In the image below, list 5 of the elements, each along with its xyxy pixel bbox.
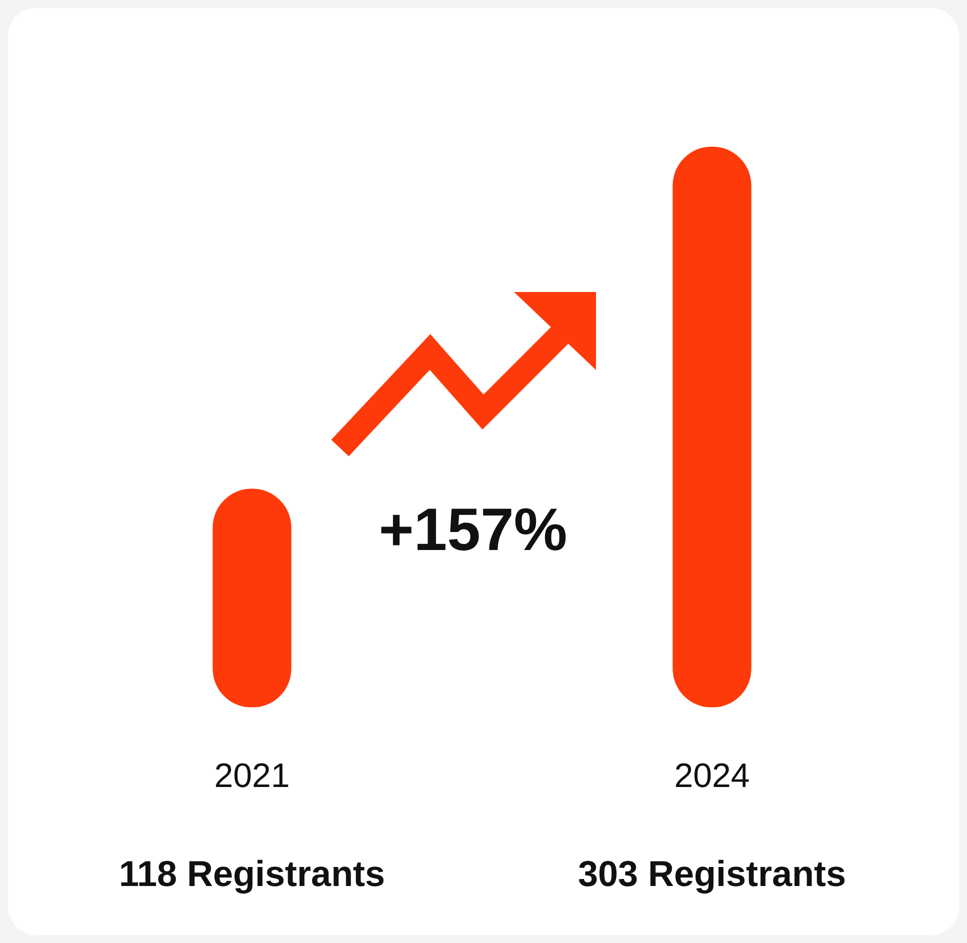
x-tick-label: 2021 xyxy=(214,756,290,795)
x-tick-label: 2024 xyxy=(674,756,750,795)
annotation: +157% xyxy=(378,495,568,564)
data-label: 118 Registrants xyxy=(118,852,386,894)
data-label: 303 Registrants xyxy=(578,852,846,894)
